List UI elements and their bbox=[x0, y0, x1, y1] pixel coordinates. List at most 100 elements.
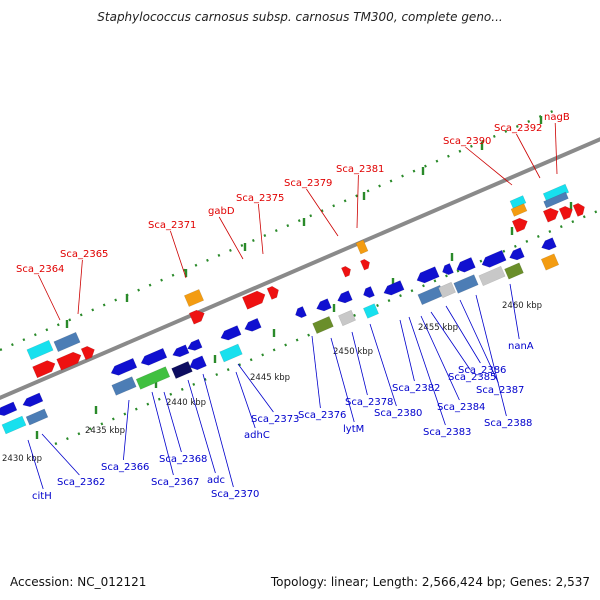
lower-gene-label[interactable]: adhC bbox=[244, 430, 270, 441]
lower-gene-label[interactable]: Sca_2378 bbox=[345, 397, 393, 408]
upper-gene-label[interactable]: Sca_2364 bbox=[16, 264, 64, 275]
lower-gene-label[interactable]: citH bbox=[32, 491, 52, 502]
lower-gene-label[interactable]: adc bbox=[207, 475, 225, 486]
lower-gene-label[interactable]: Sca_2366 bbox=[101, 462, 149, 473]
lower-gene-label[interactable]: Sca_2386 bbox=[458, 365, 506, 376]
gene-feature[interactable] bbox=[336, 290, 353, 306]
upper-gene-label[interactable]: Sca_2365 bbox=[60, 249, 108, 260]
gene-feature[interactable] bbox=[56, 350, 84, 371]
gene-feature[interactable] bbox=[362, 303, 380, 319]
gene-feature[interactable] bbox=[558, 204, 575, 221]
gene-feature[interactable] bbox=[480, 249, 507, 270]
gene-feature[interactable] bbox=[341, 265, 352, 278]
gene-feature[interactable] bbox=[293, 306, 307, 319]
gene-feature[interactable] bbox=[80, 344, 97, 361]
lower-gene-label[interactable]: Sca_2385 bbox=[448, 372, 496, 383]
gene-feature[interactable] bbox=[187, 355, 207, 372]
gene-feature[interactable] bbox=[361, 286, 375, 299]
label-leader bbox=[41, 433, 80, 476]
gene-feature[interactable] bbox=[504, 262, 524, 280]
gene-feature[interactable] bbox=[438, 281, 456, 299]
label-leader bbox=[170, 230, 187, 279]
lower-gene-label[interactable]: lytM bbox=[343, 424, 364, 435]
lower-gene-label[interactable]: Sca_2370 bbox=[211, 489, 259, 500]
gene-feature[interactable] bbox=[1, 415, 27, 435]
lower-gene-label[interactable]: Sca_2380 bbox=[374, 408, 422, 419]
lower-gene-label[interactable]: Sca_2368 bbox=[159, 454, 207, 465]
lower-gene-label[interactable]: Sca_2362 bbox=[57, 477, 105, 488]
label-leader bbox=[369, 323, 397, 407]
upper-gene-label[interactable]: Sca_2375 bbox=[236, 193, 284, 204]
gene-feature[interactable] bbox=[509, 195, 527, 209]
upper-gene-label[interactable]: nagB bbox=[544, 112, 570, 123]
label-leader bbox=[351, 331, 368, 396]
gene-feature[interactable] bbox=[139, 347, 168, 367]
gene-feature[interactable] bbox=[171, 344, 190, 360]
gene-feature[interactable] bbox=[572, 202, 587, 217]
gene-feature[interactable] bbox=[440, 263, 454, 276]
label-leader bbox=[306, 188, 339, 237]
gene-feature[interactable] bbox=[315, 298, 332, 314]
gene-feature[interactable] bbox=[382, 280, 405, 297]
gene-feature[interactable] bbox=[415, 266, 440, 286]
gene-feature[interactable] bbox=[0, 401, 18, 418]
gene-feature[interactable] bbox=[135, 366, 171, 390]
gene-feature[interactable] bbox=[109, 357, 138, 377]
gene-feature[interactable] bbox=[510, 203, 528, 217]
gene-feature[interactable] bbox=[188, 308, 207, 325]
gene-feature[interactable] bbox=[243, 317, 262, 334]
gene-feature[interactable] bbox=[183, 288, 205, 308]
gene-feature[interactable] bbox=[21, 392, 44, 409]
upper-gene-label[interactable]: Sca_2390 bbox=[443, 136, 491, 147]
gene-feature[interactable] bbox=[508, 247, 525, 263]
gene-feature[interactable] bbox=[338, 309, 356, 327]
lower-gene-label[interactable]: Sca_2376 bbox=[298, 410, 346, 421]
lower-gene-label[interactable]: Sca_2382 bbox=[392, 383, 440, 394]
gene-feature[interactable] bbox=[111, 376, 137, 396]
gene-feature[interactable] bbox=[511, 216, 530, 233]
lower-gene-label[interactable]: Sca_2384 bbox=[437, 402, 485, 413]
gene-feature[interactable] bbox=[540, 253, 560, 271]
gene-feature[interactable] bbox=[171, 361, 193, 379]
gene-feature[interactable] bbox=[32, 358, 58, 379]
gene-feature[interactable] bbox=[540, 237, 557, 253]
gene-feature[interactable] bbox=[186, 338, 203, 353]
gene-feature[interactable] bbox=[312, 316, 334, 334]
gene-feature[interactable] bbox=[455, 257, 476, 274]
upper-gene-label[interactable]: Sca_2381 bbox=[336, 164, 384, 175]
label-leader bbox=[465, 146, 513, 186]
upper-gene-label[interactable]: Sca_2392 bbox=[494, 123, 542, 134]
label-leader bbox=[459, 299, 499, 384]
gene-feature[interactable] bbox=[360, 258, 371, 271]
label-leader bbox=[151, 391, 174, 476]
gene-feature[interactable] bbox=[542, 183, 570, 203]
gene-feature[interactable] bbox=[543, 191, 569, 209]
upper-track bbox=[0, 106, 561, 352]
gene-feature[interactable] bbox=[355, 239, 369, 255]
gene-feature[interactable] bbox=[219, 343, 243, 363]
gene-feature[interactable] bbox=[241, 289, 267, 310]
lower-gene-label[interactable]: Sca_2388 bbox=[484, 418, 532, 429]
gene-feature[interactable] bbox=[26, 339, 54, 361]
gene-feature[interactable] bbox=[25, 408, 49, 426]
gene-feature[interactable] bbox=[453, 274, 479, 294]
gene-feature[interactable] bbox=[266, 285, 281, 300]
label-leader bbox=[475, 294, 507, 417]
upper-gene-label[interactable]: gabD bbox=[208, 206, 235, 217]
label-leader bbox=[330, 337, 355, 423]
label-leader bbox=[311, 335, 321, 409]
upper-gene-label[interactable]: Sca_2371 bbox=[148, 220, 196, 231]
label-leader bbox=[235, 371, 256, 429]
gene-feature[interactable] bbox=[478, 265, 506, 287]
lower-gene-label[interactable]: Sca_2367 bbox=[151, 477, 199, 488]
lower-gene-label[interactable]: nanA bbox=[508, 341, 534, 352]
lower-gene-label[interactable]: Sca_2373 bbox=[251, 414, 299, 425]
gene-feature[interactable] bbox=[542, 206, 561, 223]
upper-gene-label[interactable]: Sca_2379 bbox=[284, 178, 332, 189]
gene-feature[interactable] bbox=[53, 331, 81, 353]
label-leader bbox=[509, 283, 520, 340]
label-leader bbox=[202, 373, 234, 488]
gene-feature[interactable] bbox=[219, 325, 242, 342]
lower-gene-label[interactable]: Sca_2383 bbox=[423, 427, 471, 438]
